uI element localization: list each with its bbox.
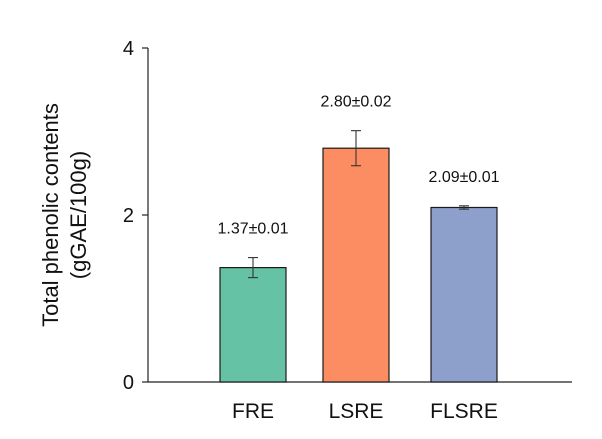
x-category-label: FLSRE: [430, 400, 498, 423]
data-label: 2.09±0.01: [428, 169, 499, 186]
y-axis-title-line-1: Total phenolic contents: [38, 103, 63, 327]
y-tick-label: 4: [123, 38, 134, 60]
x-category-label: LSRE: [329, 400, 384, 423]
y-tick-label: 2: [123, 205, 134, 227]
y-ticks: 0 2 4: [123, 38, 148, 394]
bars: [219, 147, 498, 383]
y-tick-label: 0: [123, 372, 134, 394]
x-category-label: FRE: [232, 400, 274, 423]
bar-lsre: [322, 147, 390, 383]
y-axis-title-line-2: (gGAE/100g): [66, 151, 91, 279]
error-bars: [248, 130, 469, 279]
value-labels: 1.37±0.01 2.80±0.02 2.09±0.01: [217, 94, 499, 238]
data-label: 1.37±0.01: [217, 221, 288, 238]
bar-flsre: [430, 206, 498, 383]
bar-fre: [219, 267, 287, 383]
category-labels: FRE LSRE FLSRE: [232, 400, 498, 423]
y-axis-title: Total phenolic contents (gGAE/100g): [38, 103, 91, 327]
data-label: 2.80±0.02: [320, 94, 391, 111]
